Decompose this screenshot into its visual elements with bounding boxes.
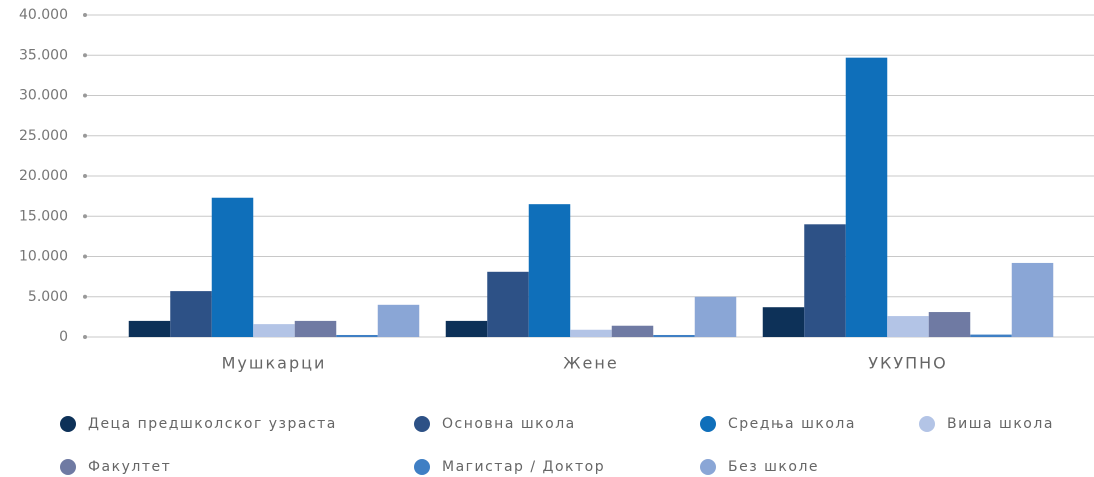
legend-marker [414, 459, 430, 475]
y-tick-label: 30.000 [19, 88, 68, 104]
bar [611, 325, 654, 337]
bar [170, 291, 212, 337]
legend-label: Магистар / Доктор [442, 459, 605, 475]
tick-mark [83, 254, 87, 259]
y-tick-label: 0 [59, 329, 68, 345]
legend-marker [414, 416, 430, 432]
bar [211, 197, 254, 337]
y-tick-label: 10.000 [19, 249, 68, 265]
tick-mark [83, 335, 87, 339]
tick-mark [83, 93, 87, 98]
bar [1011, 262, 1054, 337]
y-tick-label: 25.000 [19, 128, 68, 144]
bar [377, 304, 420, 337]
y-tick-label: 40.000 [19, 7, 68, 23]
bar [928, 312, 971, 337]
y-tick-label: 15.000 [19, 208, 68, 224]
bar [445, 320, 488, 337]
bar [804, 224, 846, 337]
bar [253, 324, 295, 337]
tick-mark [83, 294, 87, 299]
legend-label: Виша школа [947, 416, 1054, 432]
bar [887, 316, 929, 337]
bar [570, 329, 612, 337]
y-tick-label: 35.000 [19, 47, 68, 63]
tick-mark [83, 13, 87, 17]
y-tick-label: 5.000 [28, 289, 68, 305]
x-tick-label: Жене [563, 354, 618, 373]
legend-marker [60, 459, 76, 475]
bar [528, 204, 571, 337]
y-tick-label: 20.000 [19, 168, 68, 184]
tick-mark [83, 53, 87, 58]
bar [845, 57, 888, 337]
bar [653, 334, 695, 337]
bar [694, 296, 737, 337]
legend-label: Без школе [728, 459, 819, 475]
legend-label: Факултет [88, 459, 171, 475]
legend-marker [919, 416, 935, 432]
legend-label: Средња школа [728, 416, 856, 432]
legend-label: Основна школа [442, 416, 576, 432]
legend-label: Деца предшколског узраста [88, 416, 337, 432]
legend-marker [700, 416, 716, 432]
tick-mark [83, 174, 87, 178]
tick-mark [83, 133, 87, 138]
bar [487, 271, 529, 337]
bar [294, 320, 337, 337]
bar [970, 334, 1012, 337]
legend-marker [60, 416, 76, 432]
tick-mark [83, 214, 87, 219]
x-tick-label: УКУПНО [868, 354, 948, 373]
bar [336, 334, 378, 337]
bar [762, 307, 805, 337]
bar [128, 320, 171, 337]
legend-marker [700, 459, 716, 475]
x-tick-label: Мушкарци [222, 354, 327, 373]
